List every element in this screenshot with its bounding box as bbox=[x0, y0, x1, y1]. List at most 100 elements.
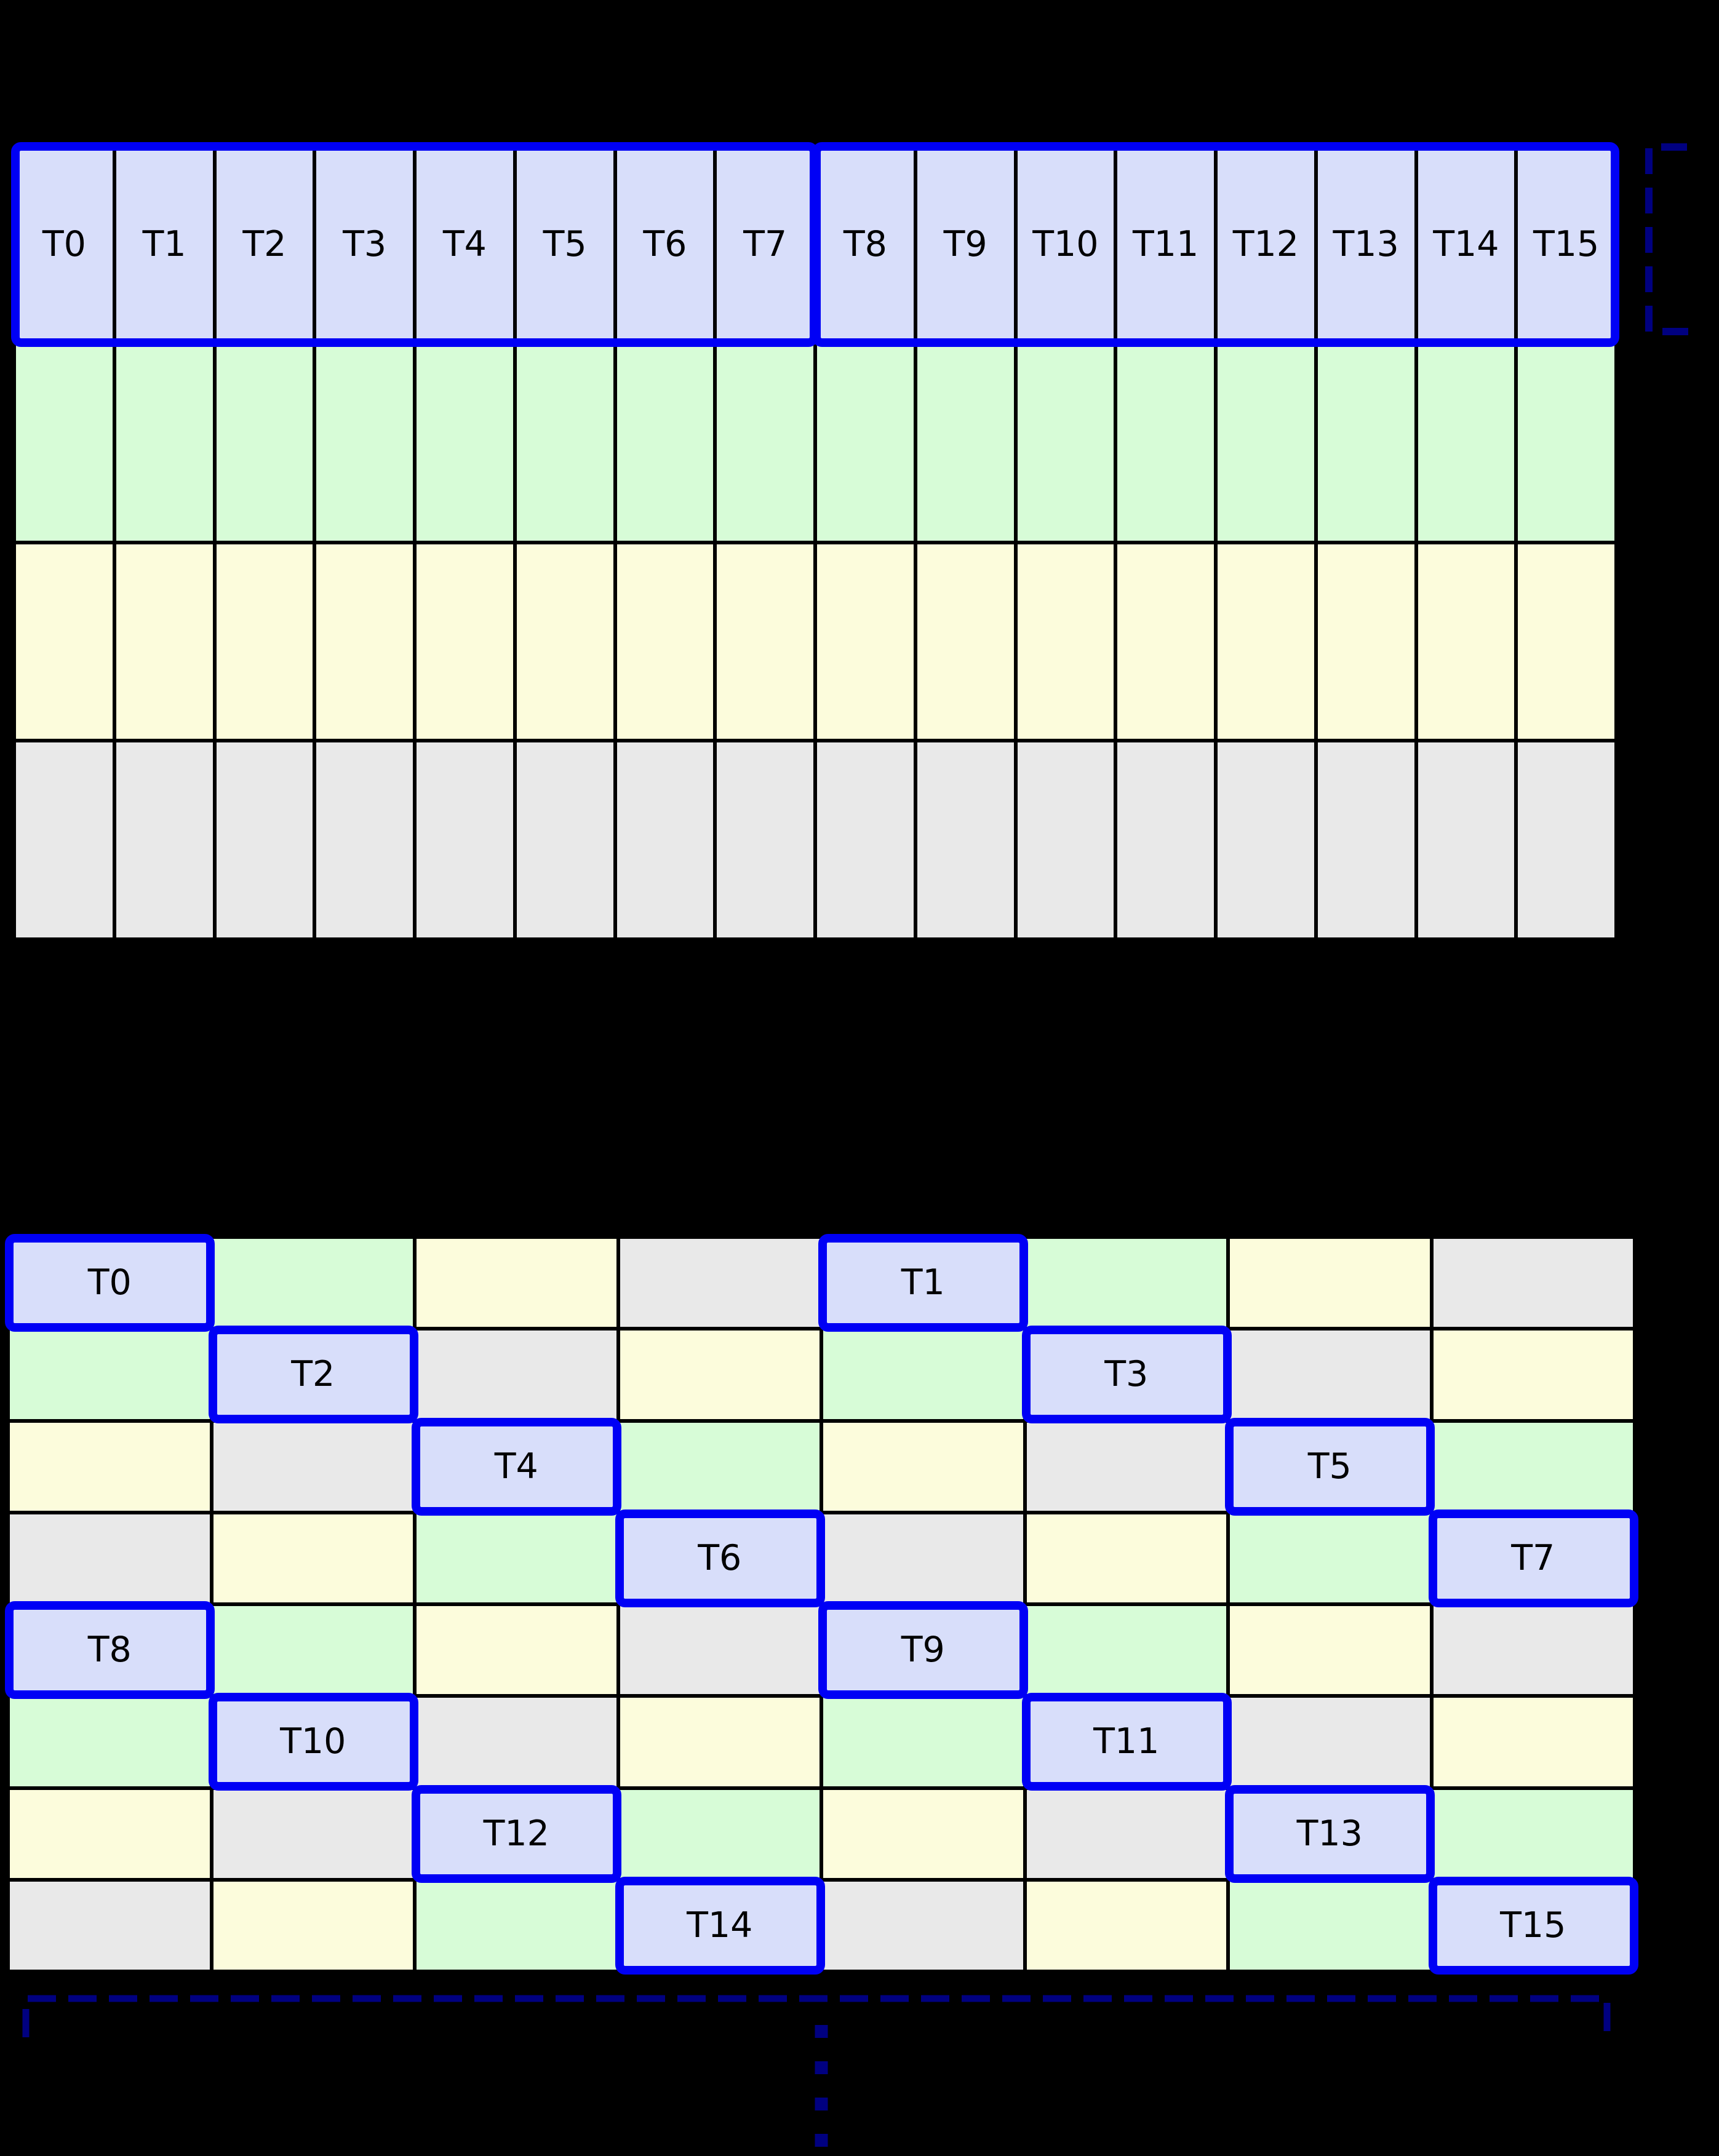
thread-cell: T7 bbox=[717, 147, 813, 342]
memory-cell bbox=[417, 1881, 616, 1970]
memory-cell bbox=[1418, 544, 1515, 739]
thread-label: T8 bbox=[843, 223, 887, 265]
memory-cell bbox=[717, 544, 813, 739]
thread-cell: T9 bbox=[823, 1606, 1023, 1695]
memory-cell bbox=[16, 345, 113, 541]
memory-cell bbox=[1433, 1239, 1633, 1327]
memory-cell bbox=[1433, 1331, 1633, 1419]
memory-cell bbox=[417, 544, 513, 739]
row-extent-dashed-bracket-icon bbox=[1645, 143, 1688, 335]
thread-cell: T4 bbox=[417, 1422, 616, 1511]
memory-cell bbox=[1518, 742, 1614, 937]
thread-cell: T5 bbox=[1230, 1422, 1430, 1511]
thread-label: T7 bbox=[743, 223, 788, 265]
thread-cell: T12 bbox=[417, 1789, 616, 1878]
memory-cell bbox=[213, 1789, 413, 1878]
memory-cell bbox=[1026, 1881, 1226, 1970]
thread-label: T1 bbox=[142, 223, 186, 265]
permuted-thread-table: T0 T1 T2 T3 T4 T5 T6 T7 T8 T9 T10 T11 T12 T13 T14 T15 bbox=[6, 1235, 1637, 1973]
memory-cell bbox=[16, 742, 113, 937]
memory-cell bbox=[16, 544, 113, 739]
thread-cell: T13 bbox=[1230, 1789, 1430, 1878]
memory-cell bbox=[1418, 345, 1515, 541]
memory-cell bbox=[717, 345, 813, 541]
memory-cell bbox=[823, 1789, 1023, 1878]
memory-cell bbox=[216, 742, 313, 937]
thread-cell: T9 bbox=[917, 147, 1014, 342]
memory-cell bbox=[10, 1422, 210, 1511]
memory-cell bbox=[823, 1331, 1023, 1419]
memory-cell bbox=[516, 742, 613, 937]
memory-cell bbox=[823, 1698, 1023, 1786]
memory-cell bbox=[817, 544, 914, 739]
thread-label: T2 bbox=[242, 223, 287, 265]
memory-cell bbox=[213, 1881, 413, 1970]
memory-cell bbox=[917, 742, 1014, 937]
thread-label: T15 bbox=[1500, 1904, 1566, 1946]
thread-label: T11 bbox=[1093, 1721, 1160, 1762]
memory-cell bbox=[1230, 1514, 1430, 1602]
thread-label: T13 bbox=[1333, 223, 1399, 265]
thread-label: T10 bbox=[1032, 223, 1099, 265]
thread-cell: T0 bbox=[10, 1239, 210, 1327]
memory-cell bbox=[417, 345, 513, 541]
memory-cell bbox=[620, 1606, 820, 1695]
thread-cell: T15 bbox=[1433, 1881, 1633, 1970]
thread-cell: T14 bbox=[620, 1881, 820, 1970]
memory-cell bbox=[616, 345, 714, 541]
memory-cell bbox=[1017, 544, 1114, 739]
thread-cell: T5 bbox=[516, 147, 613, 342]
memory-cell bbox=[717, 742, 813, 937]
thread-label: T9 bbox=[901, 1629, 945, 1671]
thread-cell: T13 bbox=[1317, 147, 1414, 342]
memory-cell bbox=[1218, 544, 1314, 739]
memory-cell bbox=[817, 345, 914, 541]
memory-cell bbox=[417, 1514, 616, 1602]
memory-cell bbox=[620, 1422, 820, 1511]
thread-cell: T10 bbox=[213, 1698, 413, 1786]
thread-label: T15 bbox=[1533, 223, 1600, 265]
memory-cell bbox=[1317, 544, 1414, 739]
memory-cell bbox=[10, 1789, 210, 1878]
thread-cell: T6 bbox=[620, 1514, 820, 1602]
thread-cell: T7 bbox=[1433, 1514, 1633, 1602]
thread-label: T5 bbox=[543, 223, 587, 265]
thread-label: T11 bbox=[1132, 223, 1199, 265]
memory-cell bbox=[823, 1422, 1023, 1511]
memory-cell bbox=[1433, 1698, 1633, 1786]
memory-cell bbox=[1518, 345, 1614, 541]
thread-cell: T2 bbox=[216, 147, 313, 342]
thread-label: T0 bbox=[87, 1262, 132, 1303]
memory-cell bbox=[417, 1606, 616, 1695]
thread-label: T9 bbox=[943, 223, 987, 265]
memory-cell bbox=[316, 544, 413, 739]
memory-cell bbox=[1230, 1698, 1430, 1786]
memory-cell bbox=[1117, 544, 1214, 739]
memory-cell bbox=[316, 742, 413, 937]
memory-cell bbox=[417, 1331, 616, 1419]
memory-cell bbox=[516, 544, 613, 739]
thread-label: T0 bbox=[42, 223, 86, 265]
memory-cell bbox=[213, 1239, 413, 1327]
memory-cell bbox=[213, 1514, 413, 1602]
memory-cell bbox=[417, 742, 513, 937]
memory-cell bbox=[10, 1881, 210, 1970]
memory-cell bbox=[216, 345, 313, 541]
memory-cell bbox=[1230, 1606, 1430, 1695]
thread-label: T14 bbox=[687, 1904, 753, 1946]
memory-cell bbox=[10, 1514, 210, 1602]
memory-cell bbox=[1518, 544, 1614, 739]
thread-cell: T6 bbox=[616, 147, 714, 342]
memory-cell bbox=[417, 1698, 616, 1786]
memory-cell bbox=[620, 1239, 820, 1327]
thread-cell: T4 bbox=[417, 147, 513, 342]
thread-cell: T3 bbox=[1026, 1331, 1226, 1419]
memory-cell bbox=[1218, 345, 1314, 541]
thread-label: T12 bbox=[1232, 223, 1299, 265]
memory-cell bbox=[1117, 345, 1214, 541]
thread-label: T10 bbox=[280, 1721, 346, 1762]
memory-cell bbox=[1117, 742, 1214, 937]
thread-label: T12 bbox=[483, 1813, 549, 1854]
memory-cell bbox=[620, 1789, 820, 1878]
